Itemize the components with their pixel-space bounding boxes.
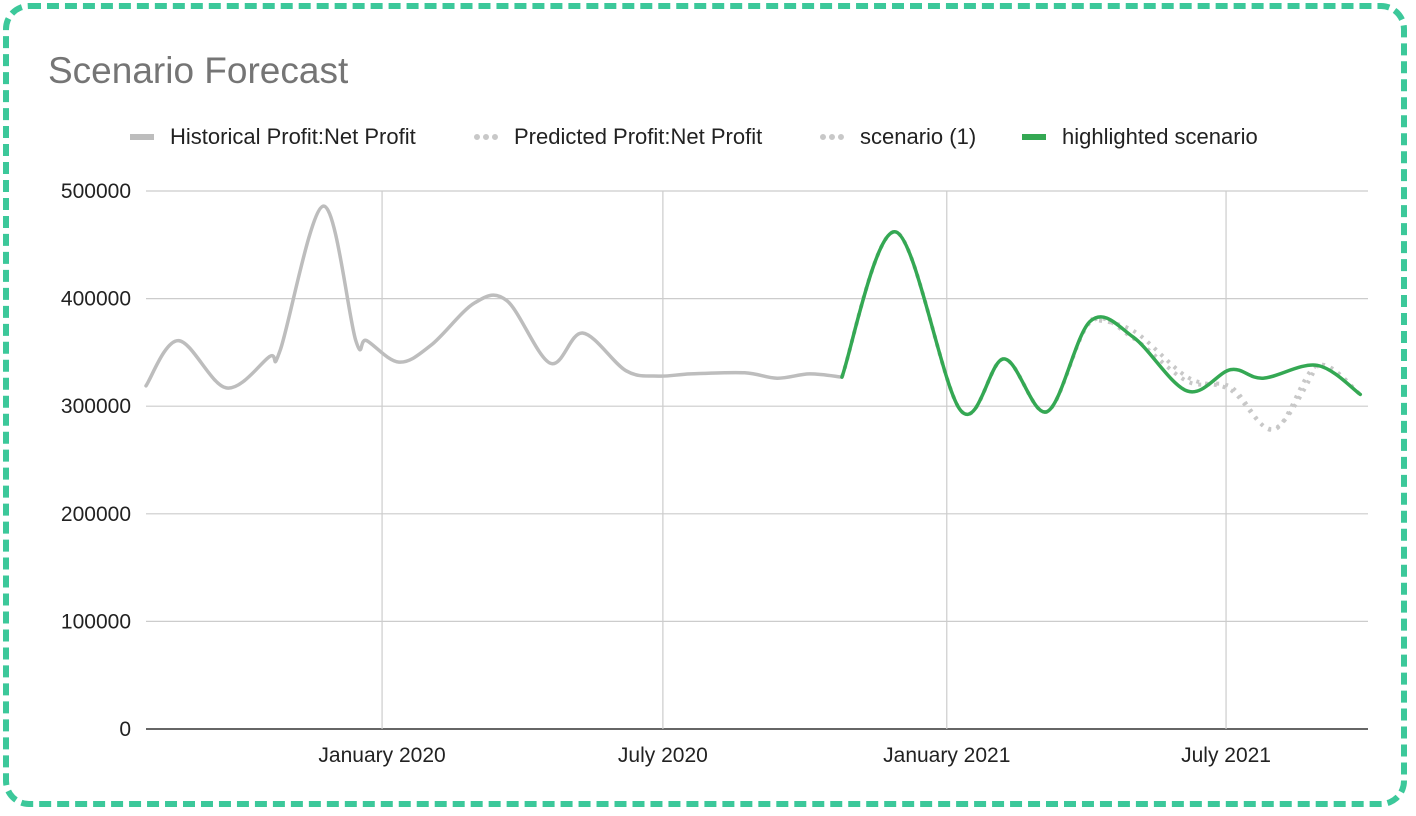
series-line-predicted: [840, 229, 1362, 432]
series-lines: [144, 204, 1363, 432]
y-axis-ticks: 500000 400000 300000 200000 100000 0: [61, 180, 131, 741]
chart-card-border: [3, 3, 1407, 807]
y-tick-label: 200000: [61, 503, 131, 526]
legend-swatch-scenario: [820, 134, 844, 140]
legend-item-historical[interactable]: Historical Profit:Net Profit: [130, 122, 416, 152]
legend-label-historical: Historical Profit:Net Profit: [170, 124, 416, 149]
legend-label-scenario: scenario (1): [860, 124, 977, 149]
legend-label-predicted: Predicted Profit:Net Profit: [514, 124, 763, 149]
legend-item-scenario[interactable]: scenario (1): [820, 122, 976, 152]
y-tick-label: 100000: [61, 610, 131, 633]
legend-swatch-historical: [130, 134, 154, 140]
y-tick-label: 400000: [61, 288, 131, 311]
x-tick-label: July 2021: [1181, 744, 1271, 767]
x-axis-ticks: January 2020 July 2020 January 2021 July 20…: [318, 744, 1271, 767]
legend-item-predicted[interactable]: Predicted Profit:Net Profit: [474, 122, 762, 152]
y-tick-label: 500000: [61, 180, 131, 203]
legend-item-highlighted[interactable]: highlighted scenario: [1022, 122, 1258, 152]
legend-swatch-predicted: [474, 134, 498, 140]
x-tick-label: January 2020: [318, 744, 445, 767]
x-tick-label: January 2021: [883, 744, 1010, 767]
legend-label-highlighted: highlighted scenario: [1062, 124, 1258, 149]
series-line-historical: [144, 204, 844, 390]
chart-title: Scenario Forecast: [48, 50, 349, 91]
series-line-highlighted: [840, 230, 1363, 416]
x-tick-label: July 2020: [618, 744, 708, 767]
y-tick-label: 0: [119, 718, 131, 741]
y-tick-label: 300000: [61, 395, 131, 418]
gridlines: [146, 190, 1368, 730]
legend-swatch-highlighted: [1022, 134, 1046, 140]
